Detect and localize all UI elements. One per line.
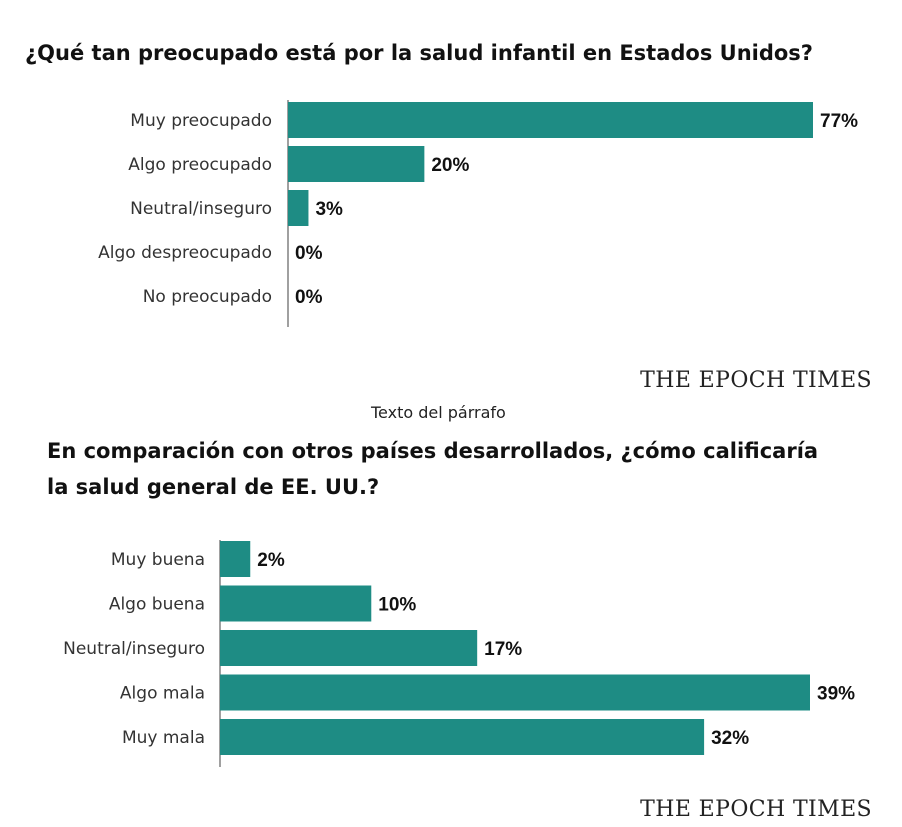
chart-2-category-label: Algo mala [120, 684, 205, 704]
chart-1-category-label: Muy preocupado [130, 111, 272, 131]
chart-1-bar [288, 102, 813, 138]
chart-1-title: ¿Qué tan preocupado está por la salud in… [25, 41, 813, 65]
chart-2-bar [220, 719, 705, 755]
chart-1-bar [288, 146, 425, 182]
chart-2-value-label: 32% [711, 728, 749, 749]
chart-1-value-label: 0% [295, 287, 323, 308]
chart-2-bar [220, 585, 372, 622]
paragraph-caption: Texto del párrafo [371, 403, 506, 422]
chart-1-value-label: 3% [315, 199, 343, 220]
chart-2-bar [220, 674, 810, 711]
chart-2-category-label: Neutral/inseguro [63, 639, 205, 659]
chart-2-value-label: 2% [257, 550, 285, 571]
chart-1-bar [288, 190, 309, 226]
chart-1-value-label: 77% [820, 111, 858, 132]
chart-2-value-label: 39% [817, 684, 855, 705]
chart-1-value-label: 20% [431, 155, 469, 176]
chart-1-category-label: No preocupado [143, 287, 272, 307]
epoch-times-logo-bottom: THE EPOCH TIMES [640, 797, 872, 822]
chart-2-category-label: Muy mala [122, 728, 205, 748]
chart-1-category-label: Neutral/inseguro [130, 199, 272, 219]
chart-2-category-label: Algo buena [109, 595, 205, 615]
chart-2-bar [220, 630, 478, 666]
epoch-times-logo: THE EPOCH TIMES [640, 368, 872, 393]
chart-1-category-label: Algo preocupado [128, 155, 272, 175]
chart-2-title: En comparación con otros países desarrol… [47, 439, 819, 499]
chart-1-value-label: 0% [295, 243, 323, 264]
chart-1-category-label: Algo despreocupado [98, 243, 272, 263]
chart-2-category-label: Muy buena [111, 550, 205, 570]
chart-2-bar [220, 541, 251, 577]
chart-2-value-label: 10% [378, 595, 416, 616]
chart-2-value-label: 17% [484, 639, 522, 660]
